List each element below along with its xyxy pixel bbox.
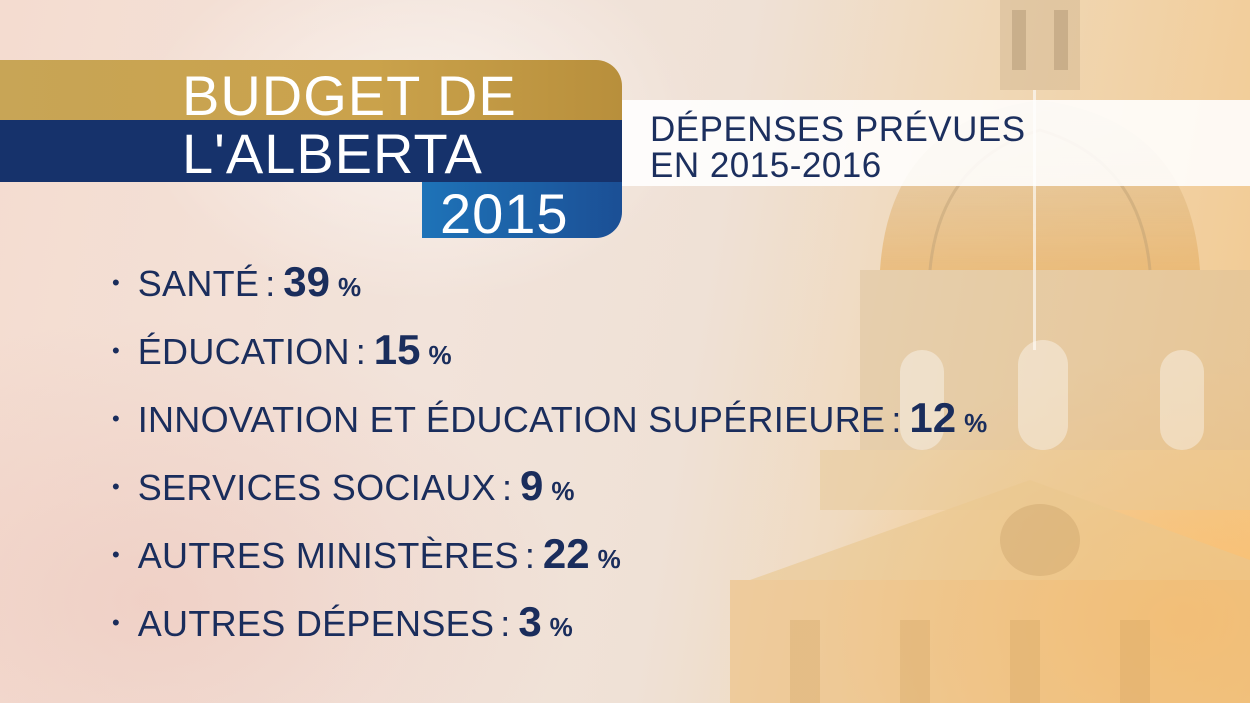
item-value: 15 [373, 326, 421, 373]
title-line-1: BUDGET DE [182, 64, 517, 127]
title-band-gold [0, 60, 622, 120]
item-value: 3 [518, 598, 542, 645]
title-line-2: L'ALBERTA [182, 122, 483, 185]
list-item: • INNOVATION ET ÉDUCATION SUPÉRIEURE : 1… [112, 394, 987, 442]
item-unit: % [551, 476, 575, 506]
title-band-blue [422, 182, 622, 238]
bullet-dot-icon: • [112, 270, 120, 295]
item-unit: % [549, 612, 573, 642]
item-unit: % [337, 272, 362, 302]
item-label: SANTÉ [137, 263, 260, 304]
colon: : [524, 535, 535, 576]
list-item: • SANTÉ : 39 % [112, 258, 361, 306]
list-item: • AUTRES DÉPENSES : 3 % [112, 598, 573, 646]
item-unit: % [964, 408, 988, 438]
item-label: INNOVATION ET ÉDUCATION SUPÉRIEURE [137, 399, 886, 440]
list-item: • ÉDUCATION : 15 % [112, 326, 452, 374]
title-band-navy [0, 120, 622, 182]
list-item: • SERVICES SOCIAUX : 9 % [112, 462, 574, 510]
colon: : [891, 399, 902, 440]
colon: : [500, 603, 511, 644]
item-value: 39 [283, 258, 330, 305]
subtitle-line-1: DÉPENSES PRÉVUES [650, 110, 1026, 149]
item-label: SERVICES SOCIAUX [137, 467, 496, 508]
item-label: AUTRES MINISTÈRES [137, 535, 519, 576]
item-value: 12 [909, 394, 957, 441]
bullet-dot-icon: • [112, 610, 120, 635]
bullet-dot-icon: • [112, 406, 120, 431]
bullet-dot-icon: • [112, 474, 120, 499]
colon: : [501, 467, 512, 508]
bullet-dot-icon: • [112, 338, 120, 363]
item-unit: % [597, 544, 621, 574]
title-year: 2015 [440, 182, 569, 245]
subtitle-line-2: EN 2015-2016 [650, 146, 882, 185]
colon: : [355, 331, 366, 372]
item-label: AUTRES DÉPENSES [137, 603, 495, 644]
list-item: • AUTRES MINISTÈRES : 22 % [112, 530, 621, 578]
subtitle-panel [622, 100, 1250, 186]
colon: : [265, 263, 276, 304]
item-label: ÉDUCATION [137, 331, 350, 372]
item-unit: % [428, 340, 452, 370]
item-value: 22 [542, 530, 590, 577]
bullet-dot-icon: • [112, 542, 120, 567]
item-value: 9 [519, 462, 544, 509]
